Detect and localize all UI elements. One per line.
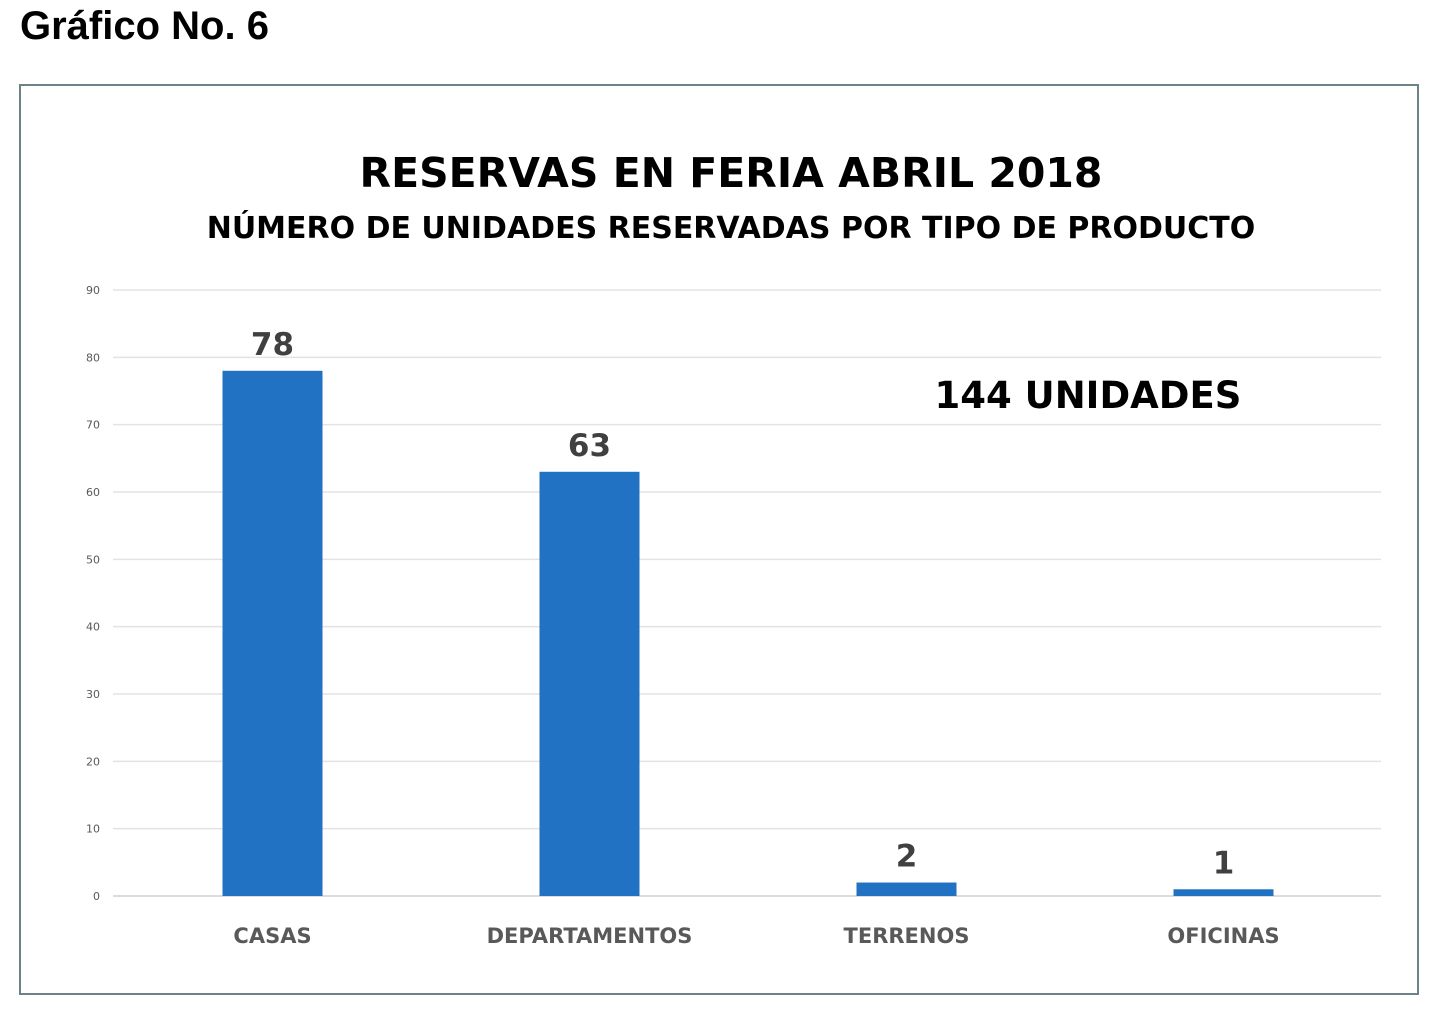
- chart-subtitle: NÚMERO DE UNIDADES RESERVADAS POR TIPO D…: [207, 209, 1256, 246]
- data-label: 63: [568, 428, 611, 464]
- chart-title: RESERVAS EN FERIA ABRIL 2018: [360, 149, 1103, 197]
- y-tick-label: 70: [86, 419, 100, 432]
- x-tick-label: DEPARTAMENTOS: [487, 924, 693, 948]
- y-tick-label: 80: [86, 351, 100, 364]
- data-label: 2: [896, 839, 918, 875]
- y-tick-label: 10: [86, 823, 100, 836]
- figure-heading: Gráfico No. 6: [20, 4, 269, 48]
- chart-frame: [19, 84, 1419, 995]
- bar-oficinas: [1173, 889, 1274, 896]
- bar-casas: [222, 370, 323, 896]
- bar-departamentos: [539, 471, 640, 896]
- x-tick-label: TERRENOS: [844, 924, 970, 948]
- data-label: 78: [251, 327, 294, 363]
- total-annotation: 144 UNIDADES: [935, 374, 1242, 417]
- y-tick-label: 0: [93, 890, 100, 903]
- bar-terrenos: [856, 882, 957, 896]
- y-tick-label: 20: [86, 755, 100, 768]
- data-label: 1: [1213, 845, 1235, 881]
- x-tick-label: OFICINAS: [1167, 924, 1279, 948]
- y-tick-label: 40: [86, 621, 100, 634]
- y-tick-label: 50: [86, 553, 100, 566]
- y-tick-label: 60: [86, 486, 100, 499]
- y-tick-label: 30: [86, 688, 100, 701]
- x-tick-label: CASAS: [233, 924, 311, 948]
- y-tick-label: 90: [86, 284, 100, 297]
